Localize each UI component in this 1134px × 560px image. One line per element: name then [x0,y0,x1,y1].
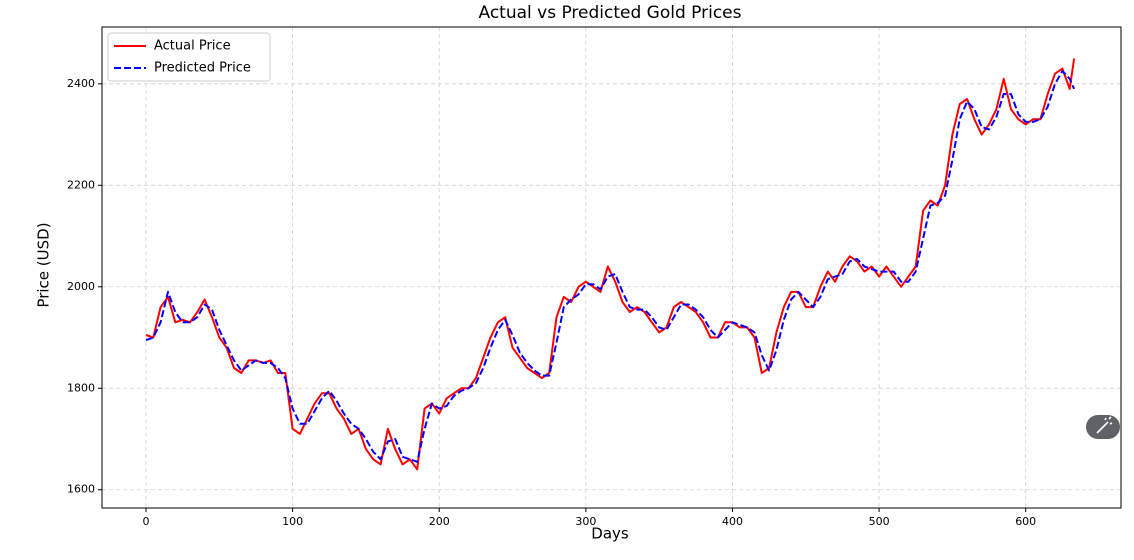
x-tick-label: 0 [142,515,149,528]
y-tick-label: 1600 [67,483,95,496]
x-tick-label: 300 [575,515,596,528]
x-tick-label: 400 [722,515,743,528]
x-axis-label: Days [591,525,629,543]
legend-box [107,32,271,82]
y-tick-label: 2200 [67,178,95,191]
x-tick-label: 200 [429,515,450,528]
button-icon [1096,416,1113,434]
legend: Actual Price Predicted Price [107,32,271,82]
magic-button[interactable] [1086,415,1120,439]
y-tick-label: 2000 [67,280,95,293]
y-tick-label: 1800 [67,381,95,394]
x-tick-label: 600 [1015,515,1036,528]
x-tick-label: 500 [869,515,890,528]
legend-label: Predicted Price [154,61,251,76]
chart-title: Actual vs Predicted Gold Prices [478,3,741,23]
data-line [145,70,1076,463]
y-axis-label: Price (USD) [35,222,53,307]
plot-frame [101,26,1122,509]
y-tick-label: 2400 [67,77,95,90]
data-line [145,58,1076,471]
x-tick-label: 100 [282,515,303,528]
legend-label: Actual Price [154,39,231,54]
